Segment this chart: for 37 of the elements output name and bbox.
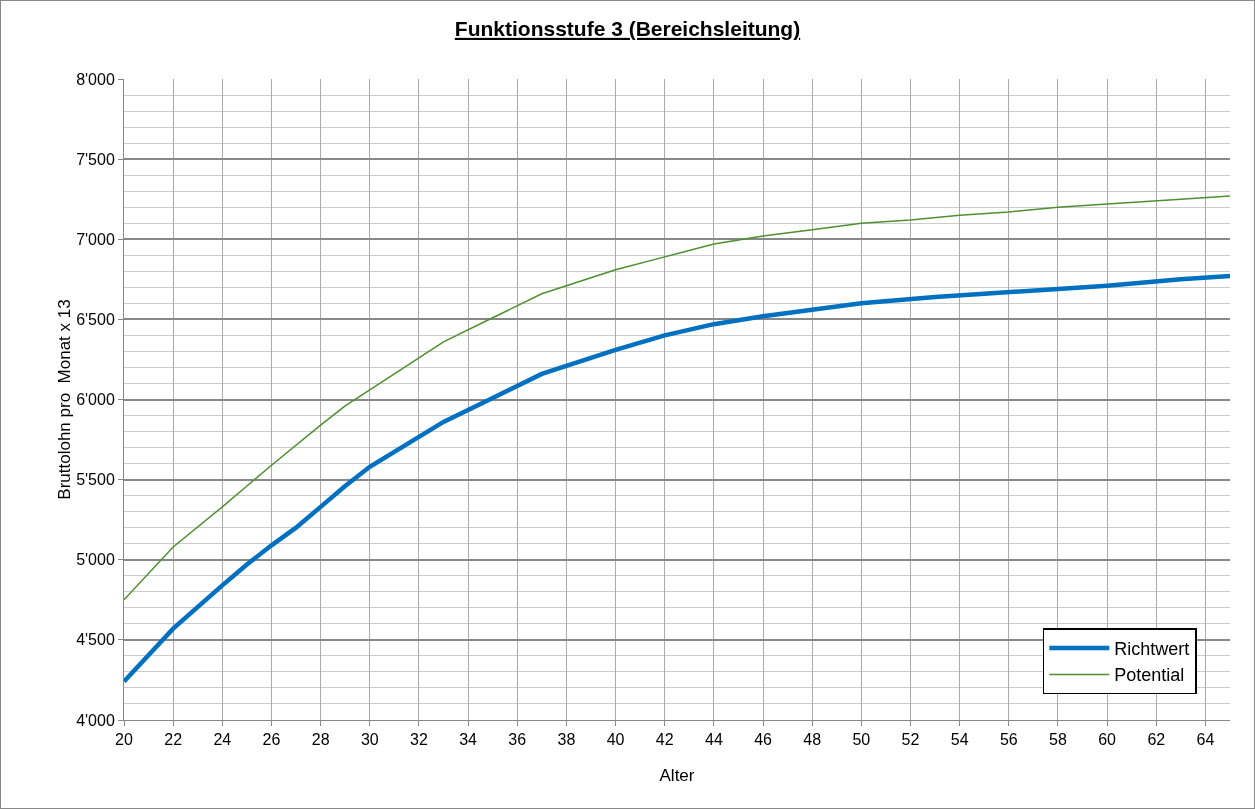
y-tick-label: 6'000 xyxy=(76,391,115,409)
y-tick-label: 5'500 xyxy=(76,471,115,489)
x-tick-label: 28 xyxy=(311,731,330,749)
y-axis-title: Bruttolohn pro Monat x 13 xyxy=(55,299,75,500)
x-tick-label: 56 xyxy=(999,731,1018,749)
x-tick-label: 24 xyxy=(213,731,232,749)
x-tick-label: 30 xyxy=(360,731,379,749)
x-tick-label: 50 xyxy=(852,731,871,749)
x-tick-label: 44 xyxy=(704,731,723,749)
legend-label: Richtwert xyxy=(1114,639,1190,660)
x-tick-label: 62 xyxy=(1147,731,1166,749)
y-tick-label: 7'500 xyxy=(76,150,115,168)
y-tick-label: 4'000 xyxy=(76,711,115,729)
x-tick-label: 52 xyxy=(901,731,920,749)
y-tick-label: 6'500 xyxy=(76,310,115,328)
x-tick-label: 20 xyxy=(115,731,133,749)
x-tick-label: 64 xyxy=(1196,731,1215,749)
x-tick-label: 26 xyxy=(262,731,281,749)
legend-label: Potential xyxy=(1114,665,1185,686)
x-axis-title: Alter xyxy=(659,766,695,785)
y-tick-label: 8'000 xyxy=(76,70,115,88)
y-tick-label: 4'500 xyxy=(76,631,115,649)
x-tick-label: 58 xyxy=(1049,731,1067,749)
x-tick-label: 36 xyxy=(508,731,527,749)
x-tick-label: 54 xyxy=(950,731,969,749)
x-tick-label: 38 xyxy=(557,731,576,749)
y-tick-label: 7'000 xyxy=(76,230,115,248)
x-tick-label: 32 xyxy=(410,731,428,749)
x-tick-label: 42 xyxy=(655,731,674,749)
x-tick-label: 60 xyxy=(1098,731,1117,749)
x-tick-label: 22 xyxy=(164,731,183,749)
x-tick-label: 40 xyxy=(606,731,625,749)
y-tick-label: 5'000 xyxy=(76,551,115,569)
x-tick-label: 34 xyxy=(459,731,478,749)
x-tick-label: 46 xyxy=(754,731,773,749)
x-tick-label: 48 xyxy=(803,731,822,749)
chart-title: Funktionsstufe 3 (Bereichsleitung) xyxy=(454,16,801,40)
